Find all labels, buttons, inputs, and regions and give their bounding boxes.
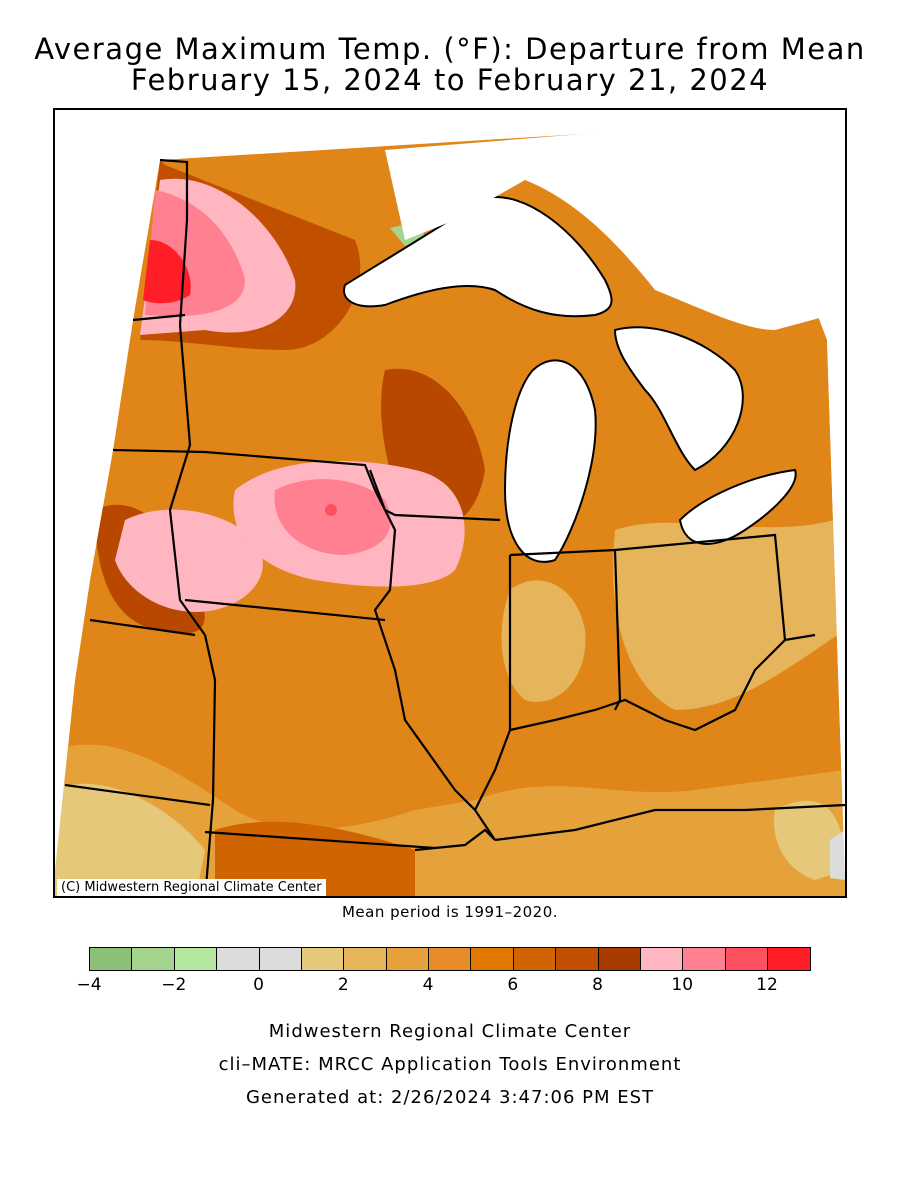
mean-period-note: Mean period is 1991–2020. [341, 903, 559, 921]
legend-swatch [429, 948, 472, 970]
zone-light-east [613, 520, 845, 710]
lake-michigan [503, 359, 597, 563]
map-date-range: February 15, 2024 to February 21, 2024 [130, 63, 770, 97]
zone-light-se [774, 800, 845, 880]
legend-swatch [90, 948, 133, 970]
legend-swatch [598, 948, 641, 970]
temperature-departure-map [55, 110, 845, 896]
legend-swatch [174, 948, 218, 970]
map-panel [53, 108, 847, 898]
legend-tick-label: 12 [756, 975, 778, 995]
legend-swatch [217, 948, 260, 970]
map-corner-white [55, 110, 165, 870]
map-corner-white-right [827, 340, 845, 880]
footer-app: cli–MATE: MRCC Application Tools Environ… [218, 1054, 682, 1075]
legend-tick-label: 6 [507, 975, 519, 995]
legend-swatch [471, 948, 514, 970]
footer-org: Midwestern Regional Climate Center [268, 1021, 632, 1042]
legend-tick-label: 8 [592, 975, 603, 995]
lake-erie [678, 468, 797, 545]
legend-tick-label: −2 [161, 975, 187, 995]
zone-light-southwest [55, 783, 205, 896]
legend-tick-label: 2 [337, 975, 349, 995]
footer-generated: Generated at: 2/26/2024 3:47:06 PM EST [245, 1087, 655, 1108]
canada-white [385, 110, 845, 330]
legend-swatch [725, 948, 768, 970]
zone-light-indiana [501, 580, 586, 702]
legend-swatch [344, 948, 387, 970]
zone-rose-iowa [274, 479, 391, 555]
legend-tick-label: 4 [422, 975, 434, 995]
zone-red-nw [143, 240, 191, 304]
legend-tick-label: 10 [671, 975, 694, 995]
legend-swatch [386, 948, 429, 970]
zone-pink-west [115, 509, 263, 612]
legend-swatch [683, 948, 726, 970]
zone-gray-se [830, 830, 845, 880]
map-copyright: (C) Midwestern Regional Climate Center [57, 879, 326, 896]
map-title: Average Maximum Temp. (°F): Departure fr… [34, 32, 866, 66]
legend-swatch [556, 948, 599, 970]
lake-huron [613, 326, 744, 472]
zone-red-dot [325, 504, 337, 516]
zone-dark-missouri-s [215, 821, 415, 896]
legend-tick-label: 0 [253, 975, 264, 995]
state-boundaries [64, 158, 845, 896]
legend-tick-label: −4 [76, 975, 102, 995]
legend-swatch [132, 948, 175, 970]
color-legend-bar [89, 947, 812, 971]
legend-swatch [301, 948, 345, 970]
legend-swatch [513, 948, 557, 970]
legend-swatch [259, 948, 302, 970]
legend-swatch [640, 948, 684, 970]
legend-swatch [768, 948, 811, 970]
